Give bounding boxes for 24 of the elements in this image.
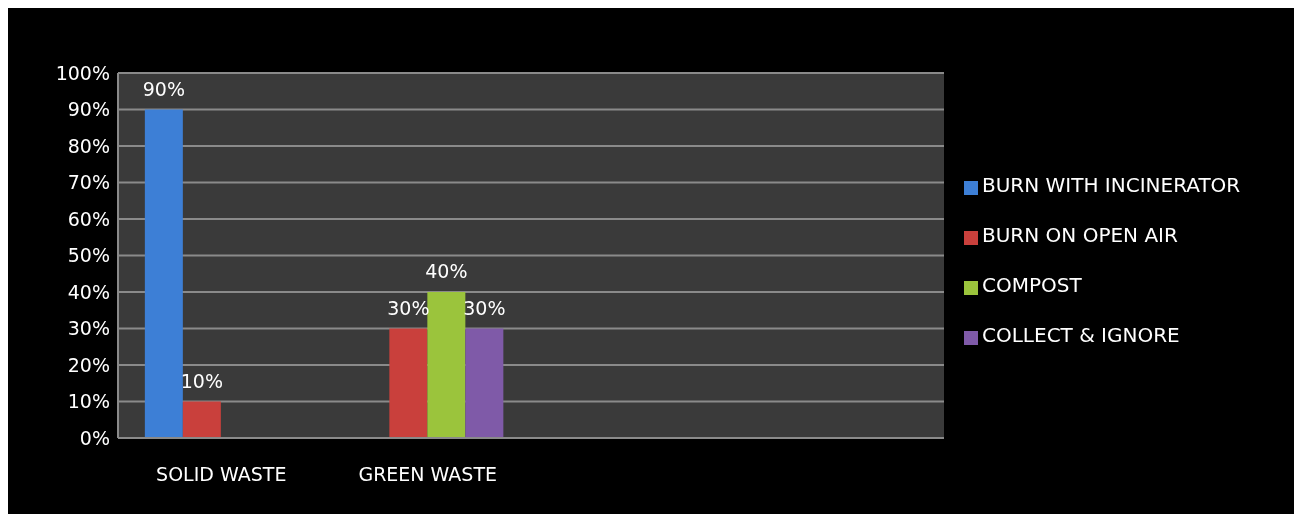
y-tick-label: 50%: [67, 244, 110, 267]
y-tick-label: 70%: [67, 171, 110, 194]
x-tick-label: SOLID WASTE: [156, 463, 287, 486]
y-tick-label: 60%: [67, 207, 110, 230]
y-tick-label: 40%: [67, 280, 110, 303]
legend-label: COMPOST: [982, 273, 1082, 297]
legend-label: COLLECT & IGNORE: [982, 323, 1180, 347]
legend-label: BURN WITH INCINERATOR: [982, 173, 1241, 197]
y-tick-label: 100%: [55, 61, 110, 84]
y-tick-label: 0%: [79, 426, 110, 449]
bar: [182, 401, 221, 438]
y-tick-label: 30%: [67, 317, 110, 340]
y-tick-label: 90%: [67, 98, 110, 121]
data-label: 40%: [425, 260, 468, 282]
bar: [389, 328, 428, 438]
y-tick-label: 10%: [67, 390, 110, 413]
bar: [465, 328, 504, 438]
bar: [144, 109, 183, 438]
legend-label: BURN ON OPEN AIR: [982, 223, 1178, 247]
bar: [427, 292, 466, 438]
y-tick-label: 20%: [67, 353, 110, 376]
y-tick-label: 80%: [67, 134, 110, 157]
data-label: 90%: [142, 77, 185, 100]
x-tick-label: GREEN WASTE: [358, 463, 498, 486]
